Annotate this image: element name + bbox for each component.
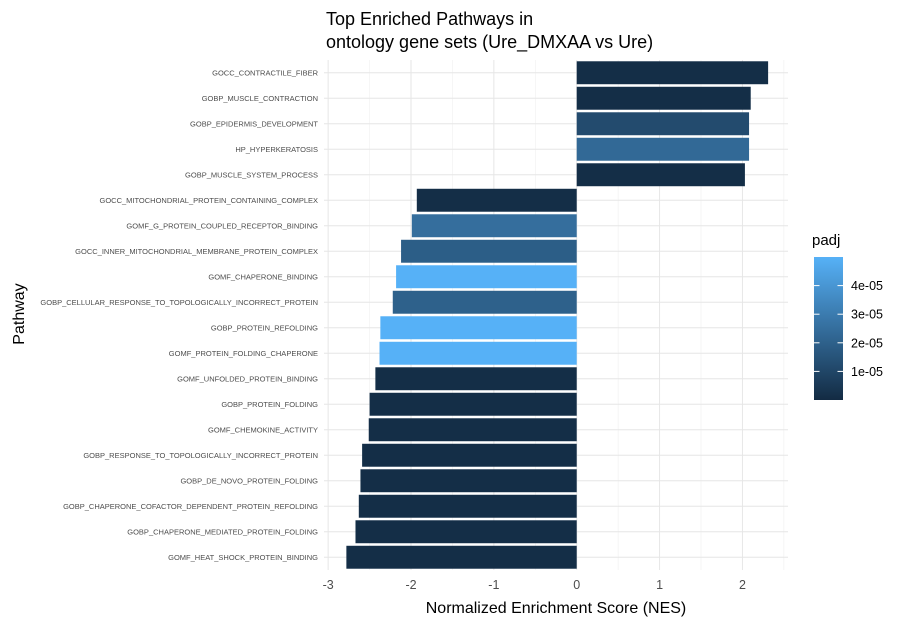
x-tick-label: 2: [739, 578, 746, 592]
y-tick-label: GOMF_CHEMOKINE_ACTIVITY: [208, 425, 318, 434]
x-tick-label: -1: [488, 578, 499, 592]
bar-gocc-mitochondrial-protein-containing-complex: [416, 188, 577, 212]
bar-gobp-protein-folding: [369, 392, 577, 416]
bar-hp-hyperkeratosis: [576, 137, 750, 161]
legend-colorbar: [814, 257, 843, 400]
y-tick-label: GOBP_PROTEIN_REFOLDING: [211, 323, 318, 332]
grid-lines: [324, 60, 788, 570]
bar-gomf-chemokine-activity: [368, 418, 577, 442]
x-tick-label: -2: [405, 578, 416, 592]
bar-gomf-unfolded-protein-binding: [375, 367, 577, 391]
bar-gocc-inner-mitochondrial-membrane-protein-complex: [401, 239, 577, 263]
y-tick-label: GOCC_MITOCHONDRIAL_PROTEIN_CONTAINING_CO…: [99, 196, 318, 205]
y-tick-label: GOBP_RESPONSE_TO_TOPOLOGICALLY_INCORRECT…: [83, 451, 318, 460]
x-tick-label: -3: [323, 578, 334, 592]
bar-gobp-chaperone-mediated-protein-folding: [355, 520, 577, 544]
legend-tick-label: 2e-05: [851, 336, 883, 350]
y-tick-label: GOMF_PROTEIN_FOLDING_CHAPERONE: [169, 349, 318, 358]
y-tick-label: GOBP_PROTEIN_FOLDING: [221, 400, 318, 409]
y-tick-label: GOCC_CONTRACTILE_FIBER: [212, 68, 318, 77]
x-tick-label: 0: [573, 578, 580, 592]
bar-gobp-response-to-topologically-incorrect-protein: [362, 443, 577, 467]
y-tick-label: HP_HYPERKERATOSIS: [235, 145, 318, 154]
legend-title: padj: [812, 232, 840, 249]
x-tick-labels: -3 -2 -1 0 1 2: [323, 578, 746, 592]
bar-gobp-de-novo-protein-folding: [360, 469, 577, 493]
y-tick-label: GOBP_EPIDERMIS_DEVELOPMENT: [190, 119, 318, 128]
y-tick-label: GOMF_HEAT_SHOCK_PROTEIN_BINDING: [168, 553, 318, 562]
chart-title-line-2: ontology gene sets (Ure_DMXAA vs Ure): [326, 32, 653, 53]
y-tick-label: GOBP_CELLULAR_RESPONSE_TO_TOPOLOGICALLY_…: [40, 298, 318, 307]
bar-gomf-heat-shock-protein-binding: [346, 545, 577, 569]
y-tick-label: GOBP_MUSCLE_CONTRACTION: [202, 94, 318, 103]
legend-tick-label: 1e-05: [851, 365, 883, 379]
bars: [346, 61, 769, 569]
y-tick-label: GOMF_UNFOLDED_PROTEIN_BINDING: [177, 374, 318, 383]
x-axis-title: Normalized Enrichment Score (NES): [426, 600, 687, 617]
y-tick-label: GOBP_DE_NOVO_PROTEIN_FOLDING: [180, 476, 318, 485]
bar-gomf-protein-folding-chaperone: [379, 341, 577, 365]
bar-gobp-protein-refolding: [380, 316, 577, 340]
y-tick-labels: GOCC_CONTRACTILE_FIBER GOBP_MUSCLE_CONTRA…: [40, 68, 318, 561]
y-tick-label: GOBP_CHAPERONE_COFACTOR_DEPENDENT_PROTEI…: [63, 502, 318, 511]
y-tick-label: GOBP_CHAPERONE_MEDIATED_PROTEIN_FOLDING: [127, 527, 318, 536]
bar-gomf-g-protein-coupled-receptor-binding: [411, 214, 577, 238]
bar-gocc-contractile-fiber: [576, 61, 769, 85]
y-tick-label: GOMF_CHAPERONE_BINDING: [208, 272, 318, 281]
bar-gobp-cellular-response-to-topologically-incorrect-protein: [392, 290, 577, 314]
y-tick-label: GOCC_INNER_MITOCHONDRIAL_MEMBRANE_PROTEI…: [75, 247, 318, 256]
legend-tick-label: 3e-05: [851, 308, 883, 322]
legend-tick-label: 4e-05: [851, 279, 883, 293]
bar-gobp-epidermis-development: [576, 112, 750, 136]
y-tick-label: GOMF_G_PROTEIN_COUPLED_RECEPTOR_BINDING: [126, 221, 318, 230]
bar-gomf-chaperone-binding: [396, 265, 577, 289]
y-axis-title: Pathway: [11, 283, 28, 344]
bar-gobp-chaperone-cofactor-dependent-protein-refolding: [358, 494, 577, 518]
bar-gobp-muscle-system-process: [576, 163, 745, 187]
y-tick-label: GOBP_MUSCLE_SYSTEM_PROCESS: [185, 170, 318, 179]
bar-gobp-muscle-contraction: [576, 86, 751, 110]
legend-ticks: 1e-05 2e-05 3e-05 4e-05: [814, 279, 883, 379]
chart-title-line-1: Top Enriched Pathways in: [326, 9, 533, 29]
color-legend: padj 1e-05 2e-05 3e-05 4e-05: [812, 232, 883, 400]
x-tick-label: 1: [656, 578, 663, 592]
